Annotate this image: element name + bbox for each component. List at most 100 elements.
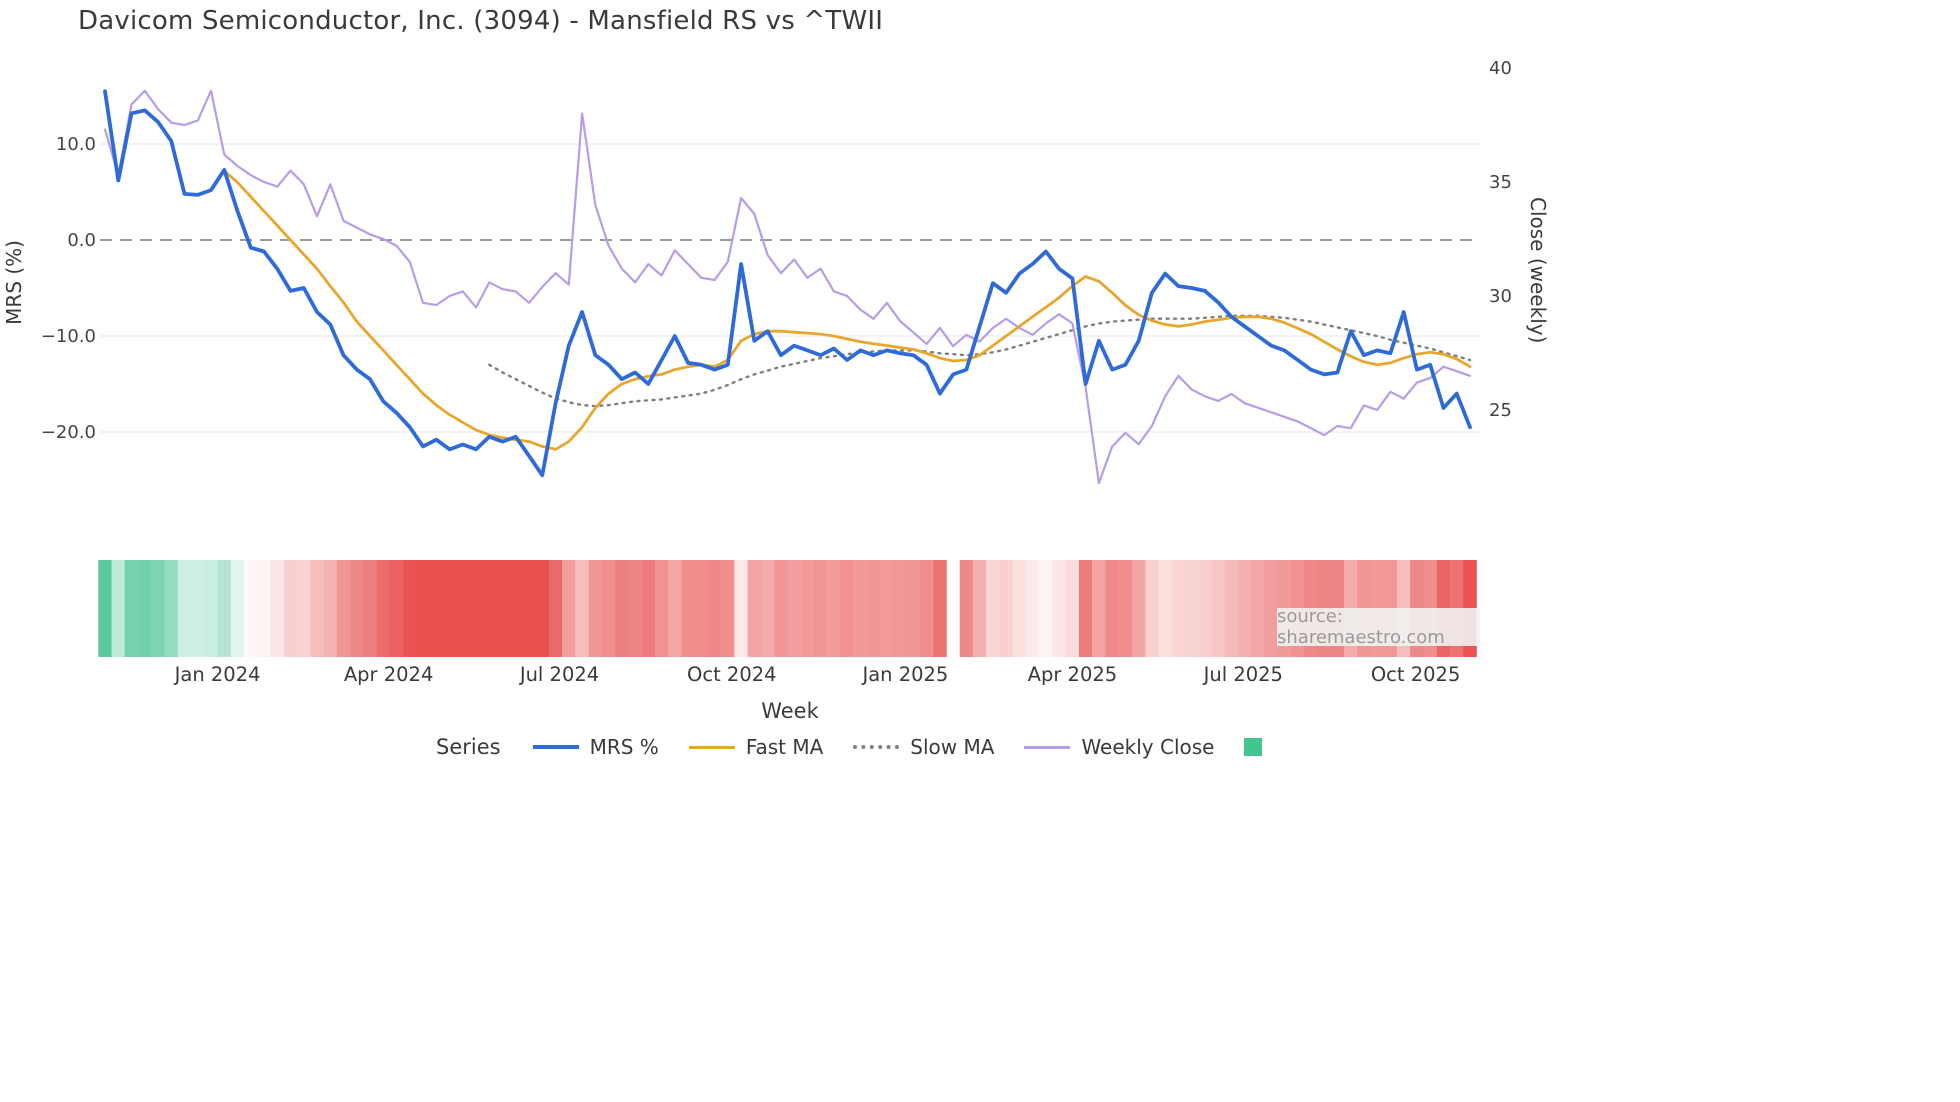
heatmap-cell xyxy=(1158,560,1172,657)
heatmap-cell xyxy=(562,560,576,657)
legend-item-weekly-close: Weekly Close xyxy=(1024,735,1214,759)
heatmap-cell xyxy=(1185,560,1199,657)
x-tick-label: Oct 2025 xyxy=(1371,663,1461,686)
gridlines xyxy=(100,143,1480,433)
heatmap-cell xyxy=(840,560,854,657)
heatmap-cell xyxy=(681,560,695,657)
heatmap-cell xyxy=(721,560,735,657)
heatmap-cell xyxy=(906,560,921,657)
x-axis-title: Week xyxy=(761,699,819,723)
heatmap-cell xyxy=(893,560,907,657)
x-tick-label: Apr 2025 xyxy=(1028,663,1118,686)
left-tick-label: −20.0 xyxy=(41,422,96,443)
heatmap-cell xyxy=(1065,560,1080,657)
heatmap-cell xyxy=(813,560,828,657)
heatmap-cell xyxy=(787,560,801,657)
left-tick-label: 10.0 xyxy=(56,134,96,155)
heatmap-cell xyxy=(283,560,298,657)
heatmap-cell xyxy=(403,560,417,657)
heatmap-cell xyxy=(959,560,974,657)
left-axis-title: MRS (%) xyxy=(2,240,26,325)
heatmap-cell xyxy=(1251,560,1265,657)
heatmap-cell xyxy=(442,560,457,657)
mrs-line-swatch xyxy=(532,745,579,749)
heatmap-cell xyxy=(747,560,762,657)
x-tick-label: Oct 2024 xyxy=(687,663,777,686)
source-watermark: source: sharemaestro.com xyxy=(1277,606,1480,648)
heatmap-cell xyxy=(774,560,788,657)
heatmap-cell xyxy=(1025,560,1040,657)
heatmap-cell xyxy=(919,560,934,657)
heatmap-cell xyxy=(1145,560,1159,657)
heatmap-cell xyxy=(376,560,391,657)
heatmap-cell xyxy=(151,560,165,657)
legend-label-fast-ma: Fast MA xyxy=(745,735,824,759)
x-tick-label: Jul 2024 xyxy=(518,663,599,686)
heatmap-cell xyxy=(601,560,616,657)
heatmap-cell xyxy=(1198,560,1212,657)
heatmap-cell xyxy=(456,560,470,657)
fast-ma-line xyxy=(222,169,1472,451)
right-tick-label: 25 xyxy=(1489,400,1512,421)
heatmap-cell xyxy=(1092,560,1106,657)
heatmap-cell xyxy=(111,560,126,657)
heatmap-cell xyxy=(363,560,377,657)
right-axis-title: Close (weekly) xyxy=(1526,197,1550,344)
legend-label-mrs: MRS % xyxy=(589,735,659,759)
heatmap-cell xyxy=(297,560,311,657)
legend-label-weekly-close: Weekly Close xyxy=(1081,735,1215,759)
left-tick-label: −10.0 xyxy=(41,326,96,347)
heatmap-cell xyxy=(522,560,536,657)
heatmap-cell xyxy=(244,560,258,657)
heatmap-cell xyxy=(1012,560,1027,657)
heatmap-cell xyxy=(588,560,603,657)
heatmap-cell xyxy=(800,560,815,657)
heatmap-cell xyxy=(999,560,1013,657)
legend-title: Series xyxy=(436,735,501,759)
heatmap-strip xyxy=(98,560,1477,657)
legend-item-slow-ma: Slow MA xyxy=(853,735,994,759)
heatmap-cell xyxy=(482,560,497,657)
heatmap-cell xyxy=(972,560,987,657)
heatmap-cell xyxy=(217,560,232,657)
heatmap-cell xyxy=(933,560,947,657)
heatmap-cell xyxy=(668,560,682,657)
heatmap-cell xyxy=(694,560,709,657)
heatmap-cell xyxy=(986,560,1000,657)
right-tick-label: 30 xyxy=(1489,286,1512,307)
heatmap-cell xyxy=(429,560,444,657)
heatmap-cell xyxy=(310,560,324,657)
heatmap-cell xyxy=(880,560,894,657)
slow-ma-line xyxy=(488,314,1472,408)
mrs-line xyxy=(103,89,1472,478)
chart-title: Davicom Semiconductor, Inc. (3094) - Man… xyxy=(78,6,884,36)
heatmap-cell xyxy=(827,560,841,657)
heatmap-cell xyxy=(350,560,364,657)
heatmap-cell xyxy=(1238,560,1252,657)
heatmap-cell xyxy=(336,560,351,657)
x-tick-label: Jul 2025 xyxy=(1202,663,1283,686)
heatmap-cell xyxy=(628,560,642,657)
legend: Series MRS % Fast MA Slow MA Weekly Clos… xyxy=(436,735,1263,759)
heatmap-cell xyxy=(734,560,748,657)
heatmap-cell xyxy=(495,560,510,657)
heatmap-cell xyxy=(615,560,629,657)
heatmap-cell xyxy=(1118,560,1133,657)
left-tick-label: 0.0 xyxy=(67,230,96,251)
heatmap-cell xyxy=(853,560,868,657)
heatmap-cell xyxy=(1264,560,1278,657)
heatmap-cell xyxy=(1211,560,1225,657)
fast-ma-line-swatch xyxy=(688,745,735,749)
x-tick-label: Apr 2024 xyxy=(344,663,434,686)
heatmap-cell xyxy=(124,560,139,657)
heatmap-cell xyxy=(866,560,881,657)
heatmap-cell xyxy=(191,560,205,657)
legend-label-slow-ma: Slow MA xyxy=(910,735,995,759)
heatmap-cell xyxy=(654,560,669,657)
plot-area: 10.0 0.0 −10.0 −20.0 40 35 30 25 Jan 2024 Apr 202… xyxy=(41,58,1512,686)
heatmap-cell xyxy=(469,560,483,657)
right-tick-label: 35 xyxy=(1489,172,1512,193)
heatmap-cell xyxy=(230,560,245,657)
heatmap-cell xyxy=(1105,560,1119,657)
